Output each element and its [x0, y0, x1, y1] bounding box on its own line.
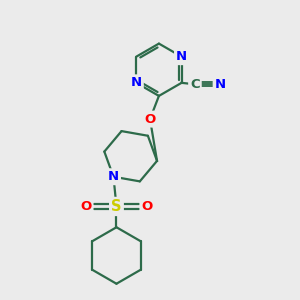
Text: O: O — [141, 200, 153, 213]
Text: N: N — [108, 170, 119, 183]
Text: O: O — [144, 112, 156, 126]
Text: O: O — [80, 200, 92, 213]
Text: N: N — [176, 50, 187, 63]
Text: N: N — [131, 76, 142, 89]
Text: C: C — [190, 78, 200, 91]
Text: N: N — [214, 78, 226, 91]
Text: S: S — [111, 199, 122, 214]
